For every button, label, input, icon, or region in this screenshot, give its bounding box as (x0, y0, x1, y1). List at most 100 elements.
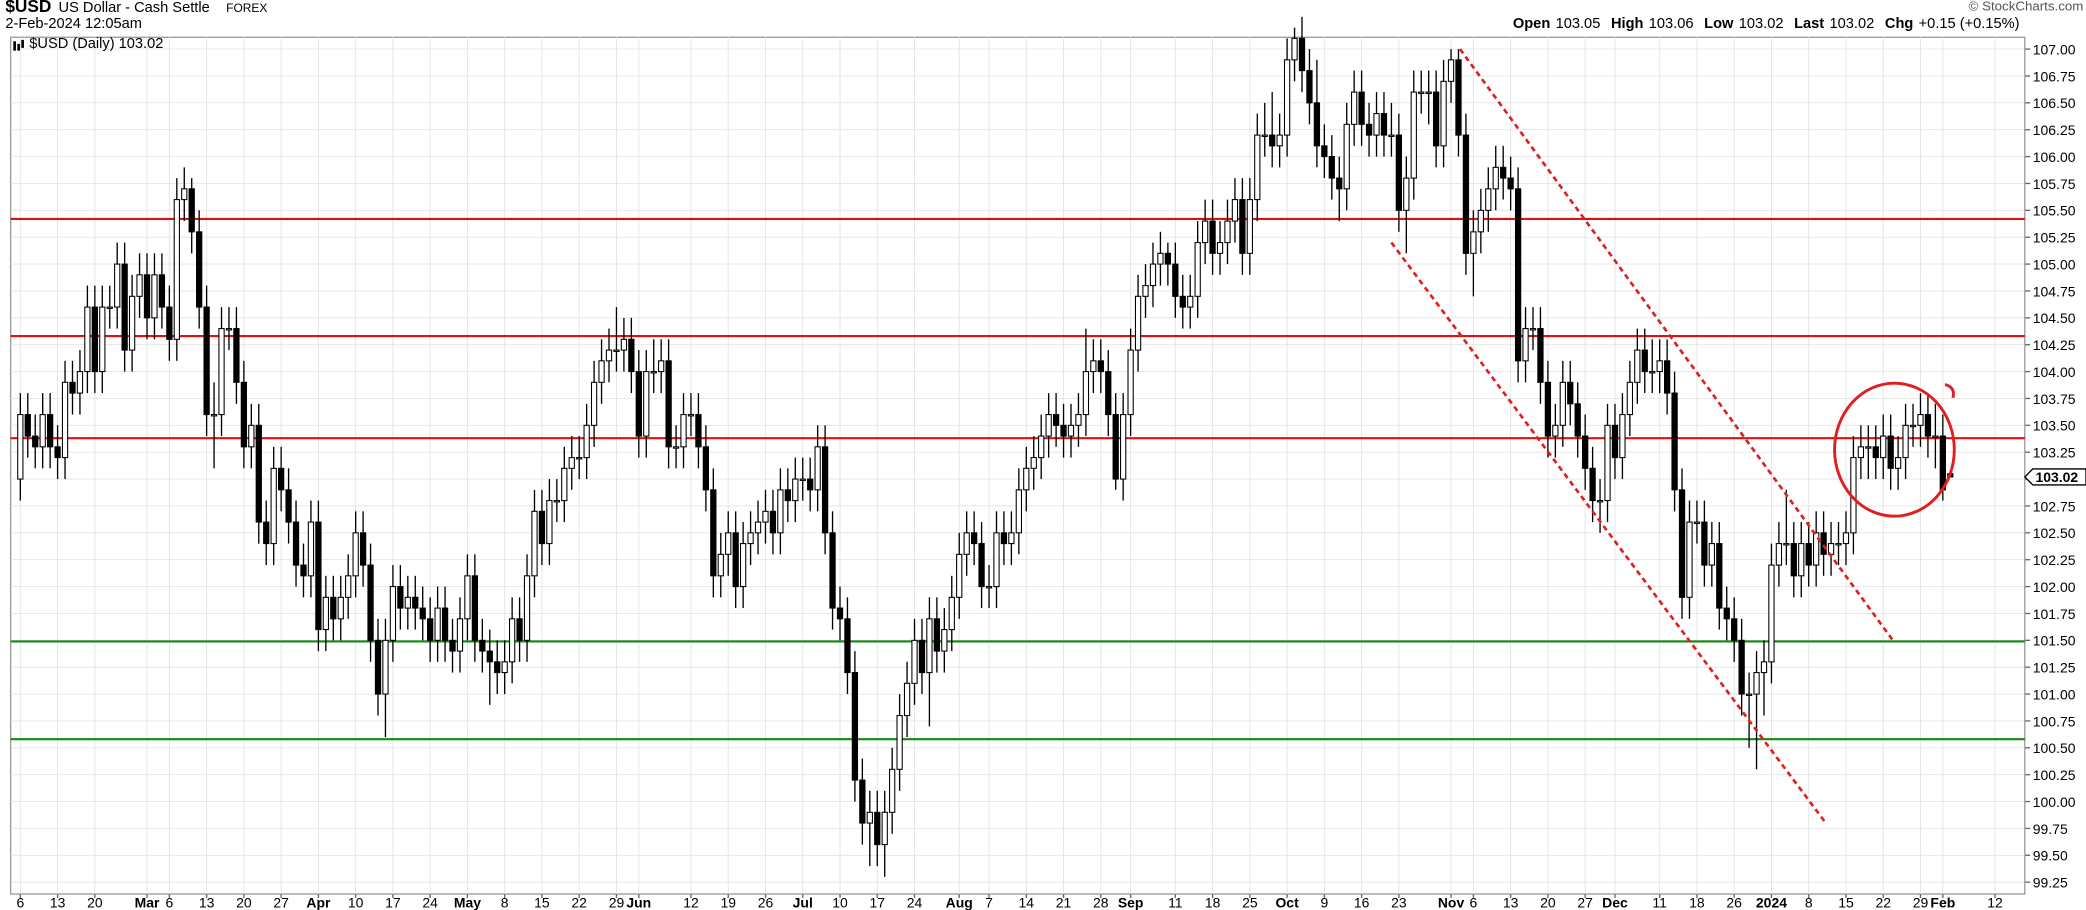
candle-body (367, 564, 374, 641)
candle-body (1567, 381, 1574, 405)
candle-body (449, 639, 456, 652)
candle-body (1835, 543, 1842, 546)
candle-body (792, 478, 799, 502)
candle-body (270, 467, 277, 545)
candle-body (1619, 414, 1626, 459)
candle-body (1939, 435, 1946, 491)
y-tick-label: 106.50 (2033, 95, 2076, 111)
candle-body (1514, 188, 1522, 362)
y-tick-label: 105.00 (2033, 256, 2076, 272)
y-tick-label: 99.25 (2033, 875, 2068, 891)
candle-body (121, 263, 128, 351)
candle-body (903, 682, 911, 717)
candle-body (1716, 543, 1723, 609)
candle-body (1604, 424, 1611, 502)
x-tick-label: 22 (571, 894, 587, 910)
candle-body (263, 521, 270, 545)
x-tick-label: 13 (1503, 894, 1519, 910)
candle-body (17, 414, 24, 480)
candle-body (1164, 252, 1172, 265)
candle-body (292, 521, 300, 566)
x-tick-label: 17 (869, 894, 885, 910)
candle-body (598, 360, 605, 383)
candle-body (1313, 102, 1321, 147)
candle-body (1172, 263, 1179, 297)
x-tick-label: 20 (87, 894, 103, 910)
candle-body (91, 306, 98, 373)
x-tick-label: 2024 (1756, 894, 1787, 910)
candle-body (1529, 328, 1537, 331)
y-tick-label: 100.00 (2033, 794, 2076, 810)
candle-body (1201, 220, 1209, 244)
x-tick-label: 12 (1987, 894, 2003, 910)
candle-body (1134, 295, 1142, 351)
candle-body (993, 532, 1000, 588)
candle-body (39, 414, 46, 448)
candle-body (1582, 435, 1589, 469)
candle-body (1105, 371, 1112, 416)
candle-body (1343, 123, 1350, 190)
candle-body (404, 596, 411, 609)
plot-frame (9, 36, 2026, 895)
quote-label: Last (1794, 16, 1824, 32)
candle-body (1440, 80, 1447, 147)
circle-tail (1944, 383, 1955, 399)
candle-body (1470, 231, 1477, 254)
candle-body (1231, 199, 1239, 222)
candle-body (620, 338, 628, 351)
quote-value: 103.06 (1649, 16, 1694, 32)
y-tick-label: 100.50 (2033, 740, 2076, 756)
y-tick-label: 103.75 (2033, 391, 2076, 407)
candle-body (762, 510, 769, 523)
candle-body (1216, 242, 1224, 254)
x-tick-label: 6 (16, 894, 24, 910)
candle-body (1209, 220, 1216, 254)
legend-icon (13, 39, 24, 51)
y-tick-label: 99.50 (2033, 848, 2068, 864)
candle-body (1097, 360, 1104, 373)
y-tick-label: 102.00 (2033, 579, 2076, 595)
y-tick-label: 104.75 (2033, 283, 2076, 299)
candle-body (702, 446, 710, 491)
candle-body (918, 639, 926, 674)
quote-label: Open (1513, 16, 1550, 32)
x-tick-label: 20 (1540, 894, 1556, 910)
x-tick-label: Dec (1602, 894, 1628, 910)
candle-body (1589, 467, 1596, 502)
y-tick-label: 101.00 (2033, 686, 2076, 702)
candle-body (210, 414, 218, 417)
candle-body (486, 650, 493, 663)
candle-body (1462, 134, 1470, 254)
candle-body (1418, 91, 1425, 94)
x-tick-label: 25 (1242, 894, 1258, 910)
candle-body (114, 263, 121, 308)
candles (17, 16, 1954, 877)
candle-body (710, 489, 717, 577)
candle-body (1283, 59, 1291, 136)
candle-body (538, 510, 546, 545)
candle-body (1894, 457, 1902, 469)
candle-body (1052, 414, 1060, 426)
candle-body (1708, 543, 1715, 566)
candle-body (911, 639, 918, 684)
candle-body (643, 371, 650, 437)
candle-body (1187, 295, 1194, 308)
x-tick-label: 13 (199, 894, 215, 910)
candle-body (277, 467, 285, 491)
candle-body (1902, 424, 1909, 459)
candle-body (1269, 134, 1276, 147)
candle-body (1194, 242, 1201, 297)
candle-body (1351, 91, 1358, 125)
candle-body (777, 489, 784, 534)
candle-body (1321, 145, 1328, 158)
candle-body (1500, 166, 1507, 179)
y-tick-label: 105.25 (2033, 230, 2076, 246)
candle-body (61, 381, 69, 459)
candle-body (628, 338, 635, 373)
x-tick-label: 8 (1805, 894, 1813, 910)
candle-body (1745, 693, 1753, 696)
y-tick-label: 101.50 (2033, 633, 2076, 649)
candle-body (516, 618, 523, 641)
x-tick-label: May (454, 894, 481, 910)
